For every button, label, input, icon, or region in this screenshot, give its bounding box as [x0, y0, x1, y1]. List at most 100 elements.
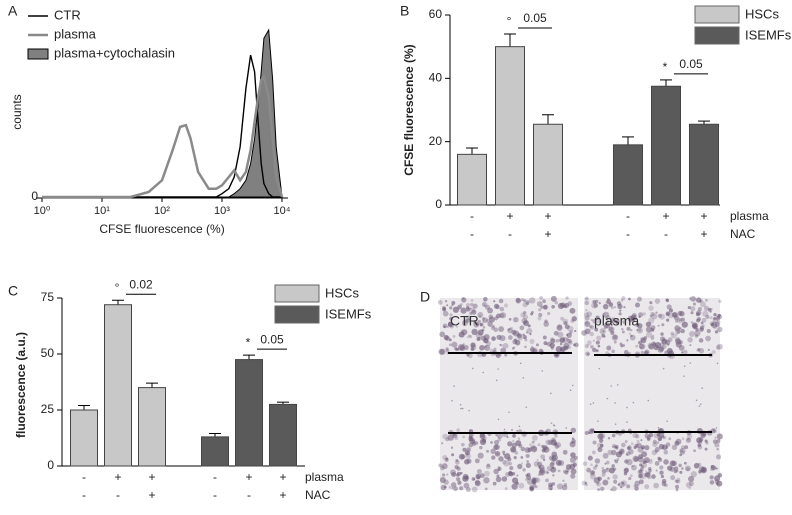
cell [562, 336, 566, 340]
cell [479, 322, 484, 327]
cell [699, 327, 704, 332]
cell [676, 329, 681, 334]
condition-sign: + [544, 209, 551, 223]
cell [696, 310, 702, 316]
cell [634, 302, 641, 308]
cell [659, 470, 664, 475]
cell [585, 351, 590, 357]
cell [679, 311, 685, 317]
cell [487, 321, 493, 327]
condition-sign: - [470, 209, 474, 223]
cell [689, 362, 692, 364]
cell [542, 304, 549, 311]
cell [627, 315, 635, 323]
cell [562, 479, 565, 482]
cell [678, 345, 685, 351]
cell [658, 443, 665, 450]
cell [657, 324, 660, 327]
legend-swatch [27, 48, 49, 60]
cell [700, 432, 706, 439]
cell [636, 442, 642, 449]
cell [519, 362, 522, 365]
cell [698, 470, 702, 474]
cell [482, 302, 486, 306]
condition-name: plasma [730, 209, 769, 223]
cell [515, 297, 521, 303]
cell [597, 320, 601, 324]
cell [621, 299, 624, 302]
cell [602, 314, 605, 317]
cell [554, 434, 558, 438]
cell [599, 328, 606, 335]
cell [681, 437, 685, 441]
cell [545, 439, 551, 446]
legend-label: CTR [54, 7, 81, 22]
cell [535, 485, 538, 489]
cell [709, 321, 715, 327]
cell [449, 313, 453, 317]
cell [542, 458, 546, 462]
cell [652, 441, 658, 448]
cell [602, 479, 609, 486]
x-tick-label: 10⁴ [274, 205, 291, 217]
cell [536, 301, 543, 307]
cell [688, 475, 695, 483]
cell [717, 320, 721, 324]
cell [639, 463, 643, 467]
cell [695, 327, 699, 332]
cell [541, 370, 544, 372]
cell [493, 300, 496, 303]
cell [563, 321, 568, 326]
cell [595, 464, 598, 468]
cell [468, 436, 474, 442]
cell [678, 463, 682, 468]
cell [632, 312, 637, 318]
cell [716, 438, 721, 443]
cell [564, 324, 570, 330]
cell [511, 329, 517, 335]
cell [638, 343, 645, 350]
cell [574, 329, 577, 333]
cell [494, 444, 501, 451]
cell [699, 300, 702, 303]
cell [467, 334, 471, 338]
cell [512, 433, 516, 438]
cell [675, 484, 679, 489]
cell [559, 337, 565, 344]
cell [653, 344, 659, 351]
cell [640, 346, 643, 349]
cell [533, 477, 539, 484]
cell [589, 331, 594, 337]
cell [566, 332, 572, 338]
cell [621, 328, 624, 331]
cell [517, 437, 521, 440]
image-label: CTR [450, 313, 479, 329]
cell [654, 446, 660, 452]
cell [669, 466, 675, 472]
cell [648, 305, 654, 311]
cell [539, 296, 543, 300]
cell [529, 443, 532, 446]
cell [696, 318, 701, 323]
cell [640, 439, 643, 442]
cell [641, 451, 648, 458]
bar [235, 359, 263, 467]
cell [461, 329, 468, 336]
cell [574, 342, 579, 348]
cell [634, 480, 640, 487]
cell [713, 317, 717, 320]
cell [563, 345, 569, 351]
cell [491, 336, 496, 341]
cell [542, 299, 546, 304]
cell [542, 335, 547, 340]
cell [675, 488, 679, 492]
cell [613, 306, 617, 309]
cell [598, 432, 606, 440]
cell [538, 469, 545, 476]
cell [715, 427, 718, 429]
cell [497, 433, 503, 439]
cell [569, 463, 576, 470]
cell [589, 473, 596, 480]
cell [645, 331, 653, 338]
cell [525, 453, 530, 459]
